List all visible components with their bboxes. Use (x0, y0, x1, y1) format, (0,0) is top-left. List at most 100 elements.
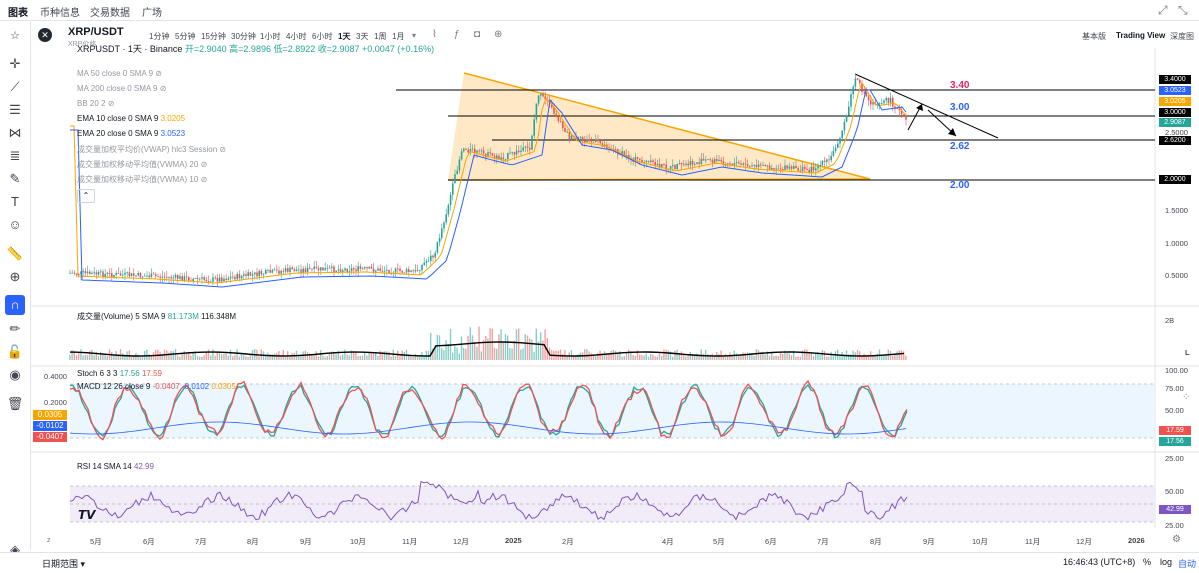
indicators-icon[interactable]: ƒ (454, 29, 460, 40)
trash-icon[interactable]: 🗑 (6, 396, 24, 411)
date-range-button[interactable]: 日期范围 ▾ (42, 559, 86, 569)
interval-6h[interactable]: 6小时 (312, 32, 333, 41)
rsi-axis-label: 25.00 (1165, 521, 1184, 530)
volume-bar (458, 353, 460, 360)
interval-1mo[interactable]: 1月 (392, 32, 405, 41)
brush-icon[interactable]: ✎ (9, 171, 21, 186)
lock-icon[interactable]: 🔓 (6, 344, 24, 359)
interval-1w[interactable]: 1周 (374, 32, 387, 41)
view-tradingview[interactable]: Trading View (1116, 31, 1166, 40)
settings-gear-icon[interactable]: ⚙ (1172, 534, 1181, 545)
candle-body (214, 277, 216, 279)
auto-toggle[interactable]: 自动 (1178, 559, 1197, 569)
view-basic[interactable]: 基本版 (1082, 32, 1106, 41)
price-chart[interactable] (30, 48, 1199, 534)
eye-icon[interactable]: ◉ (9, 367, 21, 382)
layers-icon[interactable]: ◈ (10, 542, 20, 557)
macd-axis-label: 0.4000 (44, 372, 67, 381)
zoom-icon[interactable]: ⊕ (9, 269, 21, 284)
interval-5m[interactable]: 5分钟 (175, 32, 196, 41)
volume-bar (232, 356, 234, 360)
interval-15m[interactable]: 15分钟 (201, 32, 226, 41)
time-tick: 2月 (562, 537, 574, 546)
volume-bar (168, 352, 170, 360)
tab-coin-info[interactable]: 币种信息 (40, 8, 80, 19)
pattern-icon[interactable]: ⋈ (8, 125, 22, 140)
legend-ma50[interactable]: MA 50 close 0 SMA 9 ⊘ (77, 69, 162, 78)
volume-bar (381, 351, 383, 360)
candle-body (73, 272, 76, 274)
volume-bar (658, 352, 661, 360)
candle-body (656, 163, 659, 166)
time-axis[interactable]: 5月 6月 7月 8月 9月 10月 11月 12月 2025 2月 4月 5月… (30, 536, 1160, 550)
zoom-reset-icon[interactable]: z (47, 537, 51, 544)
pane-options-icon[interactable]: ⁘ (1182, 392, 1191, 403)
add-icon[interactable]: ⊕ (494, 29, 503, 40)
horizontal-lines-icon[interactable]: ☰ (9, 102, 21, 117)
expand-icon[interactable]: ⤡ (1178, 3, 1188, 17)
volume-bar (234, 355, 236, 360)
lock-drawing-icon[interactable]: ✏ (9, 321, 21, 336)
legend-ma200[interactable]: MA 200 close 0 SMA 9 ⊘ (77, 84, 167, 93)
interval-1d[interactable]: 1天 (338, 32, 351, 41)
legend-vwap[interactable]: 成交量加权平均价(VWAP) hlc3 Session ⊘ (77, 145, 227, 154)
tab-trade-data[interactable]: 交易数据 (90, 8, 130, 19)
star-icon[interactable]: ☆ (10, 30, 20, 42)
candle-body (861, 83, 863, 92)
interval-4h[interactable]: 4小时 (286, 32, 307, 41)
candle-body (438, 238, 441, 243)
camera-icon[interactable]: ◘ (474, 29, 481, 40)
clock-time[interactable]: 16:46:43 (UTC+8) (1063, 557, 1136, 567)
legend-vwma10[interactable]: 成交量加权移动平均值(VWMA) 10 ⊘ (77, 175, 208, 184)
trendline-icon[interactable]: ⟋ (10, 79, 20, 94)
volume-bar (93, 355, 95, 360)
tab-square[interactable]: 广场 (142, 8, 162, 19)
emoji-icon[interactable]: ☺ (8, 217, 22, 232)
log-toggle[interactable]: log (1160, 557, 1173, 567)
volume-bar (595, 356, 597, 360)
candle-body (405, 269, 408, 273)
legend-vwma20[interactable]: 成交量加权移动平均值(VWMA) 20 ⊘ (77, 160, 208, 169)
volume-bar (876, 353, 878, 360)
volume-bar (883, 355, 885, 360)
pin-icon[interactable]: ⤢ (1158, 3, 1168, 17)
interval-1h[interactable]: 1小时 (260, 32, 281, 41)
volume-axis-tag[interactable]: L (1185, 348, 1190, 357)
candle-body (570, 135, 573, 140)
volume-bar (647, 356, 650, 360)
percent-toggle[interactable]: % (1143, 557, 1152, 567)
fib-icon[interactable]: ≣ (9, 148, 21, 163)
collapse-legend-button[interactable]: ⌃ (77, 189, 95, 203)
text-icon[interactable]: T (11, 194, 19, 209)
legend-ema20[interactable]: EMA 20 close 0 SMA 9 3.0523 (77, 129, 186, 138)
legend-ema10[interactable]: EMA 10 close 0 SMA 9 3.0205 (77, 114, 186, 123)
volume-bar (467, 335, 469, 360)
volume-bar (744, 352, 746, 360)
volume-bar (493, 347, 496, 360)
candle-body (166, 276, 168, 278)
view-depth[interactable]: 深度图 (1170, 32, 1194, 41)
volume-bar (309, 353, 311, 360)
magnet-icon[interactable]: ∩ (5, 295, 25, 315)
volume-legend: 成交量(Volume) 5 SMA 9 81.173M 116.348M (77, 312, 237, 321)
volume-bar (524, 334, 526, 360)
chart-type-icon[interactable]: ⌇ (432, 29, 437, 40)
volume-bar (436, 334, 438, 360)
ruler-icon[interactable]: 📏 (6, 246, 24, 261)
symbol-title[interactable]: XRP/USDT (68, 26, 124, 38)
volume-bar (784, 350, 786, 360)
volume-bar (71, 349, 73, 360)
legend-bb[interactable]: BB 20 2 ⊘ (77, 99, 115, 108)
volume-bar (452, 352, 454, 360)
interval-30m[interactable]: 30分钟 (231, 32, 256, 41)
interval-1m[interactable]: 1分钟 (149, 32, 170, 41)
volume-bar (289, 356, 291, 360)
crosshair-icon[interactable]: ✛ (9, 56, 21, 71)
tab-chart[interactable]: 图表 (8, 8, 28, 19)
candle-body (799, 170, 802, 172)
candle-body (766, 165, 769, 167)
interval-3d[interactable]: 3天 (356, 32, 369, 41)
more-intervals-icon[interactable]: ▾ (412, 31, 417, 40)
candle-body (828, 159, 830, 161)
volume-bar (665, 349, 667, 360)
